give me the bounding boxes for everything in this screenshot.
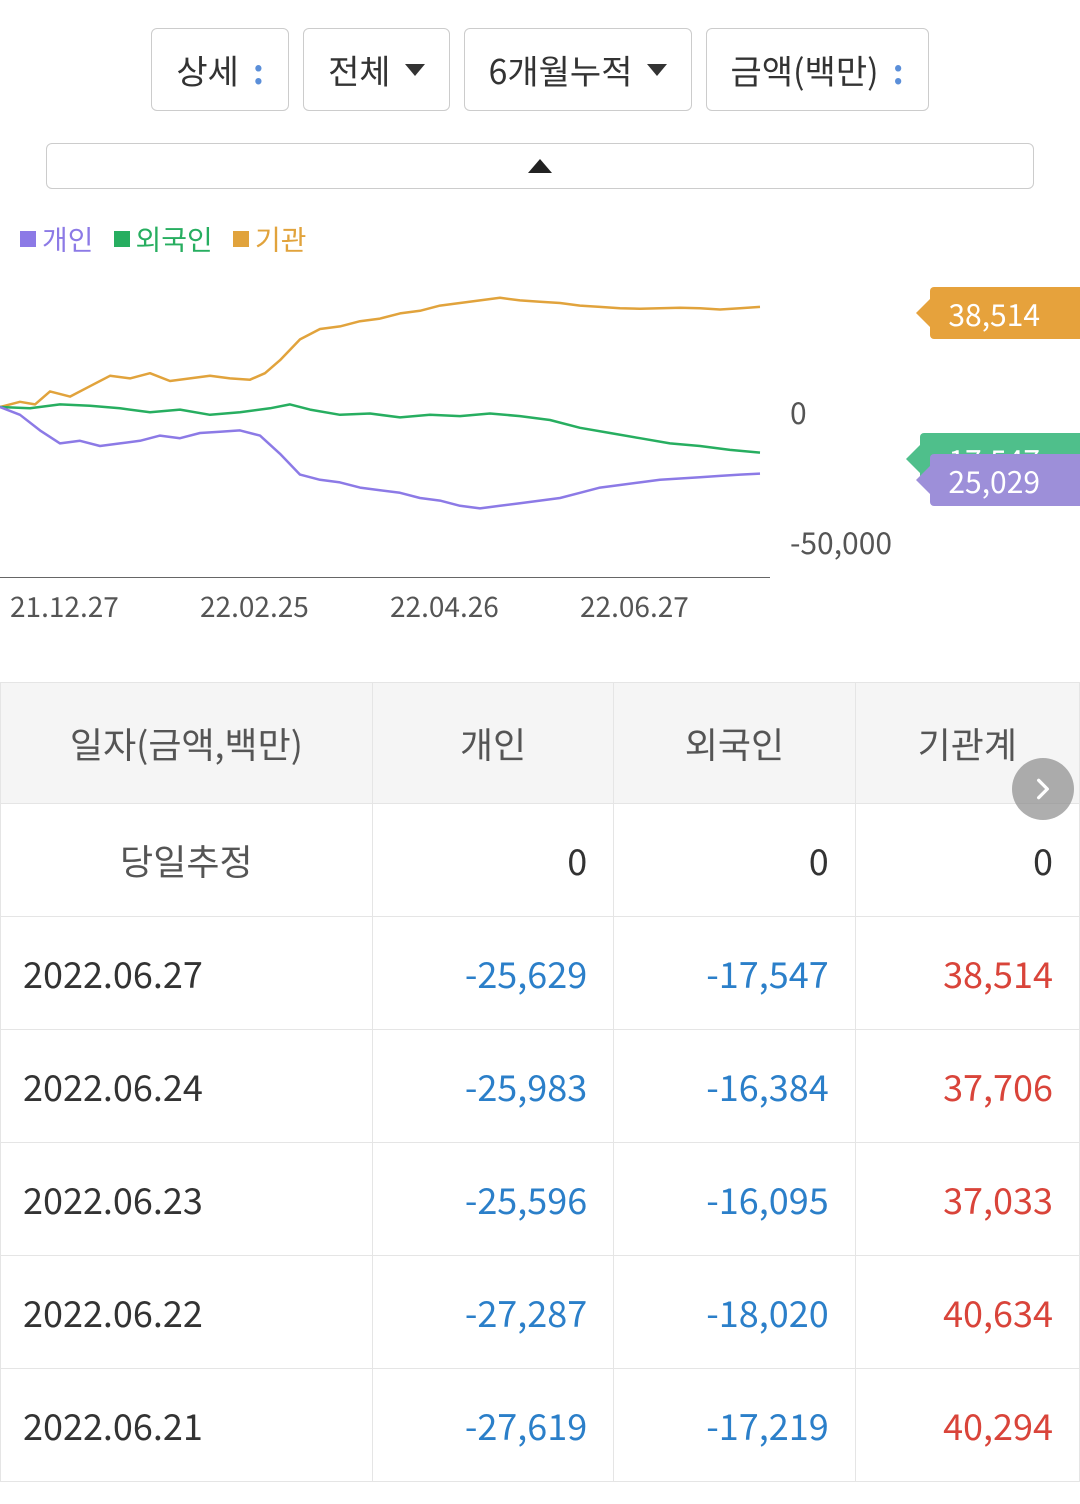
more-icon: :	[893, 45, 904, 94]
legend-swatch	[114, 231, 130, 247]
chart-legend: 개인 외국인 기관	[0, 189, 1080, 277]
collapse-chart-button[interactable]	[46, 143, 1034, 189]
legend-item-institution[interactable]: 기관	[233, 219, 307, 259]
x-tick-label: 22.02.25	[200, 586, 390, 626]
table-row: 2022.06.27-25,629-17,54738,514	[1, 917, 1080, 1030]
filter-unit-label: 금액(백만)	[731, 45, 879, 94]
cell-date: 2022.06.23	[1, 1143, 373, 1256]
cell-value: -18,020	[614, 1256, 855, 1369]
y-tick-label: -50,000	[790, 519, 892, 563]
series-end-badge-institution: 38,514	[930, 287, 1080, 339]
table-row: 2022.06.22-27,287-18,02040,634	[1, 1256, 1080, 1369]
data-table: 일자(금액,백만)개인외국인기관계 당일추정0002022.06.27-25,6…	[0, 682, 1080, 1482]
chevron-down-icon	[405, 64, 425, 76]
cell-value: -27,619	[372, 1369, 613, 1482]
filter-scope-select[interactable]: 전체	[303, 28, 450, 111]
cell-value: -16,095	[614, 1143, 855, 1256]
col-header-date: 일자(금액,백만)	[1, 683, 373, 804]
table-row-estimate: 당일추정000	[1, 804, 1080, 917]
filter-bar: 상세 : 전체 6개월누적 금액(백만) :	[0, 0, 1080, 127]
cell-value: 40,634	[855, 1256, 1079, 1369]
x-tick-label: 21.12.27	[10, 586, 200, 626]
cell-value: -25,983	[372, 1030, 613, 1143]
cell-value: 0	[372, 804, 613, 917]
cell-value: 37,033	[855, 1143, 1079, 1256]
filter-period-label: 6개월누적	[489, 45, 633, 94]
cell-value: 0	[614, 804, 855, 917]
table-header-row: 일자(금액,백만)개인외국인기관계	[1, 683, 1080, 804]
col-header-foreign: 외국인	[614, 683, 855, 804]
chart-area: 0-50,00038,514-17,54725,029	[0, 277, 1080, 577]
chart-x-axis: 21.12.2722.02.2522.04.2622.06.27	[0, 577, 770, 626]
legend-label: 개인	[42, 219, 94, 259]
chevron-up-icon	[528, 159, 552, 173]
filter-scope-label: 전체	[328, 45, 391, 94]
table-body: 당일추정0002022.06.27-25,629-17,54738,514202…	[1, 804, 1080, 1482]
legend-swatch	[233, 231, 249, 247]
line-chart	[0, 277, 770, 537]
filter-detail-button[interactable]: 상세 :	[151, 28, 289, 111]
col-header-individual: 개인	[372, 683, 613, 804]
cell-date: 2022.06.21	[1, 1369, 373, 1482]
cell-value: 0	[855, 804, 1079, 917]
x-tick-label: 22.04.26	[390, 586, 580, 626]
cell-date: 2022.06.22	[1, 1256, 373, 1369]
scroll-right-button[interactable]	[1012, 758, 1074, 820]
table-row: 2022.06.21-27,619-17,21940,294	[1, 1369, 1080, 1482]
data-table-wrap: 일자(금액,백만)개인외국인기관계 당일추정0002022.06.27-25,6…	[0, 682, 1080, 1482]
cell-value: -17,219	[614, 1369, 855, 1482]
legend-item-foreign[interactable]: 외국인	[114, 219, 213, 259]
chart-y-axis: 0-50,00038,514-17,54725,029	[780, 277, 1080, 537]
x-tick-label: 22.06.27	[580, 586, 770, 626]
cell-value: 38,514	[855, 917, 1079, 1030]
cell-value: -27,287	[372, 1256, 613, 1369]
table-row: 2022.06.23-25,596-16,09537,033	[1, 1143, 1080, 1256]
cell-value: 37,706	[855, 1030, 1079, 1143]
more-icon: :	[253, 45, 264, 94]
series-end-badge-individual: 25,029	[930, 454, 1080, 506]
filter-unit-button[interactable]: 금액(백만) :	[706, 28, 929, 111]
legend-item-individual[interactable]: 개인	[20, 219, 94, 259]
cell-value: -25,596	[372, 1143, 613, 1256]
filter-detail-label: 상세	[176, 45, 239, 94]
filter-period-select[interactable]: 6개월누적	[464, 28, 692, 111]
chevron-down-icon	[647, 64, 667, 76]
cell-value: -16,384	[614, 1030, 855, 1143]
estimate-label: 당일추정	[1, 804, 373, 917]
cell-value: 40,294	[855, 1369, 1079, 1482]
y-tick-label: 0	[790, 389, 807, 433]
legend-label: 기관	[255, 219, 307, 259]
chevron-right-icon	[1030, 776, 1056, 802]
cell-date: 2022.06.24	[1, 1030, 373, 1143]
cell-value: -25,629	[372, 917, 613, 1030]
table-row: 2022.06.24-25,983-16,38437,706	[1, 1030, 1080, 1143]
legend-swatch	[20, 231, 36, 247]
cell-value: -17,547	[614, 917, 855, 1030]
legend-label: 외국인	[136, 219, 213, 259]
cell-date: 2022.06.27	[1, 917, 373, 1030]
